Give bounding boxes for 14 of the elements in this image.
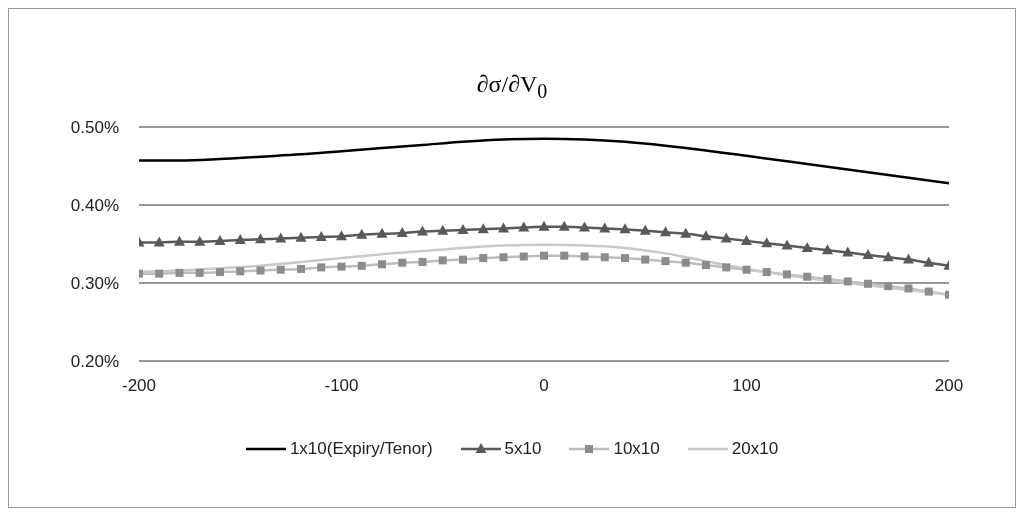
- y-tick-label: 0.40%: [70, 196, 119, 216]
- legend-label: 5x10: [504, 439, 542, 459]
- x-tick-label: -100: [324, 376, 359, 396]
- x-tick-label: 200: [934, 376, 964, 396]
- legend-label: 20x10: [731, 439, 779, 459]
- y-tick-label: 0.50%: [70, 118, 119, 138]
- chart-title: ∂σ/∂V$_{0}$: [476, 71, 548, 102]
- y-tick-label: 0.30%: [70, 274, 119, 294]
- legend-label: 1x10(Expiry/Tenor): [289, 439, 433, 459]
- legend-label: 10x10: [613, 439, 660, 459]
- y-tick-label: 0.20%: [70, 352, 119, 372]
- x-tick-label: -200: [121, 376, 157, 396]
- x-tick-label: 0: [539, 376, 549, 396]
- x-tick-label: 100: [732, 376, 761, 396]
